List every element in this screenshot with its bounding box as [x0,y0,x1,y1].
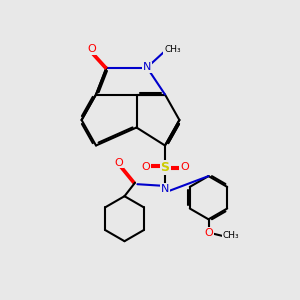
Text: O: O [115,158,124,168]
Text: O: O [204,228,213,238]
Text: S: S [160,160,169,174]
Text: N: N [143,62,151,73]
Text: O: O [141,162,150,172]
Text: CH₃: CH₃ [223,231,239,240]
Text: O: O [87,44,96,55]
Text: O: O [180,162,189,172]
Text: N: N [161,184,169,194]
Text: CH₃: CH₃ [164,45,181,54]
